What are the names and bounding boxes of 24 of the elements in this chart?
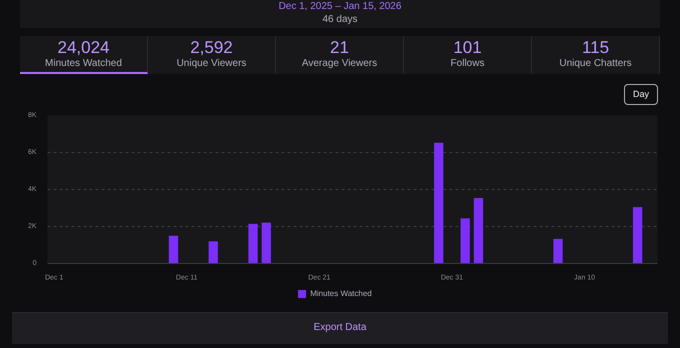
text: Follows	[450, 58, 486, 70]
text: 115	[580, 38, 610, 58]
bar	[248, 224, 258, 264]
bar	[434, 142, 444, 264]
text: 101	[452, 38, 483, 58]
text: Unique Chatters	[558, 58, 633, 70]
legend-label: Minutes Watched	[310, 289, 372, 298]
text: Unique Viewers	[176, 58, 248, 70]
chart-title: Dec 1, 2025 – Jan 15, 2026	[278, 0, 402, 13]
text: 21	[329, 38, 350, 58]
bar	[460, 218, 470, 264]
text: 2,592	[189, 38, 234, 58]
text: Export Data	[12, 312, 668, 344]
bar	[208, 241, 218, 264]
bar	[168, 236, 178, 264]
text: 24,024	[56, 38, 110, 58]
bar	[553, 238, 563, 264]
bar	[474, 198, 484, 264]
text: Average Viewers	[300, 58, 378, 70]
text: Day	[624, 84, 658, 105]
text: Minutes Watched	[44, 58, 123, 70]
bar	[262, 222, 271, 264]
bar	[632, 207, 642, 264]
chart-subtitle: 46 days	[321, 13, 359, 26]
